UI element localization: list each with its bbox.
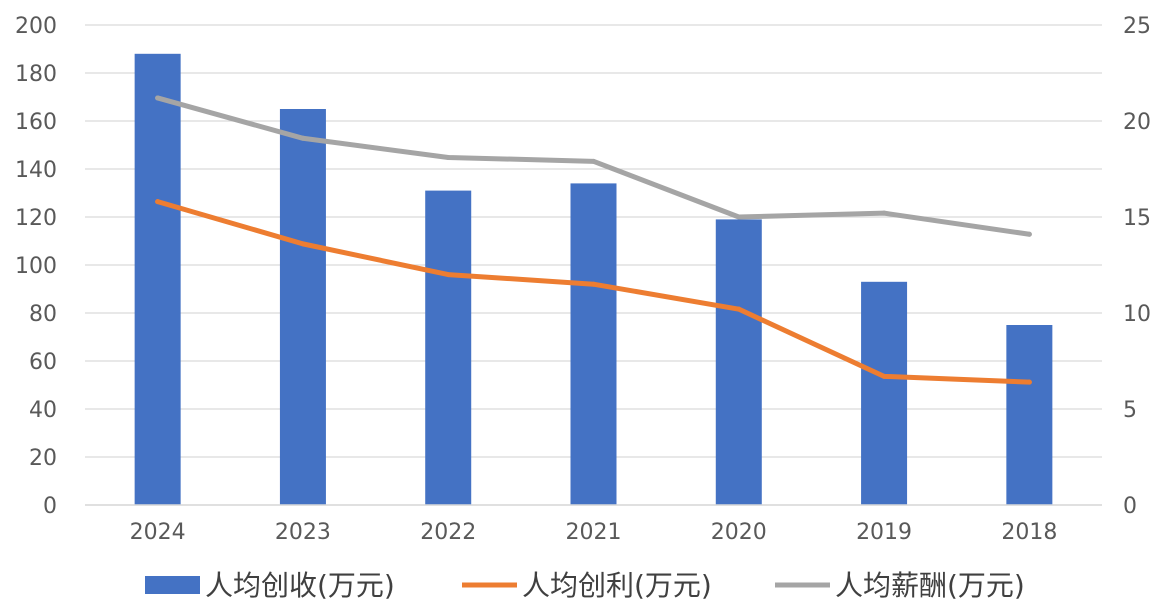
y-left-tick-label: 140 — [15, 158, 57, 183]
bar — [134, 53, 181, 506]
line-point — [300, 135, 306, 141]
bar — [425, 190, 472, 505]
line-point — [1026, 231, 1032, 237]
y-right-tick-label: 15 — [1123, 206, 1151, 231]
bar — [715, 219, 762, 505]
bars — [134, 53, 1053, 506]
line-point — [736, 214, 742, 220]
legend-label: 人均创利(万元) — [522, 569, 712, 602]
y-right-tick-label: 25 — [1123, 14, 1151, 39]
line-point — [881, 210, 887, 216]
y-right-tick-label: 10 — [1123, 302, 1151, 327]
x-tick-label: 2018 — [1001, 520, 1057, 545]
y-left-tick-label: 0 — [43, 494, 57, 519]
line-point — [1026, 379, 1032, 385]
x-tick-label: 2022 — [420, 520, 476, 545]
y-left-tick-label: 20 — [29, 446, 57, 471]
y-right-tick-label: 0 — [1123, 494, 1137, 519]
y-right-tick-label: 5 — [1123, 398, 1137, 423]
line-point — [300, 241, 306, 247]
line-point — [445, 154, 451, 160]
y-left-tick-label: 40 — [29, 398, 57, 423]
bar — [861, 281, 908, 505]
y-left-tick-label: 80 — [29, 302, 57, 327]
x-tick-label: 2024 — [130, 520, 186, 545]
line-point — [736, 306, 742, 312]
x-tick-label: 2023 — [275, 520, 331, 545]
bar — [1006, 325, 1053, 505]
bar — [570, 183, 617, 505]
lines — [155, 95, 1032, 385]
x-tick-label: 2019 — [856, 520, 912, 545]
y-left-tick-label: 60 — [29, 350, 57, 375]
y-left-tick-label: 100 — [15, 254, 57, 279]
x-tick-label: 2020 — [711, 520, 767, 545]
y-right-tick-label: 20 — [1123, 110, 1151, 135]
y-left-tick-label: 180 — [15, 62, 57, 87]
line-point — [591, 158, 596, 164]
line-point — [155, 199, 161, 205]
legend-label: 人均创收(万元) — [205, 569, 395, 602]
line-point — [881, 373, 887, 379]
x-tick-label: 2021 — [566, 520, 622, 545]
bar — [279, 109, 326, 505]
line-point — [155, 95, 161, 101]
legend: 人均创收(万元) 人均创利(万元) 人均薪酬(万元) — [145, 569, 1025, 602]
axes: 0 20 40 60 80 100 120 140 160 180 200 0 5 10 15 20 25 202… — [15, 14, 1151, 545]
legend-label: 人均薪酬(万元) — [835, 569, 1025, 602]
y-left-tick-label: 160 — [15, 110, 57, 135]
y-left-tick-label: 120 — [15, 206, 57, 231]
y-left-tick-label: 200 — [15, 14, 57, 39]
line-point — [445, 272, 451, 278]
line-point — [591, 281, 596, 287]
legend-swatch — [145, 576, 200, 594]
